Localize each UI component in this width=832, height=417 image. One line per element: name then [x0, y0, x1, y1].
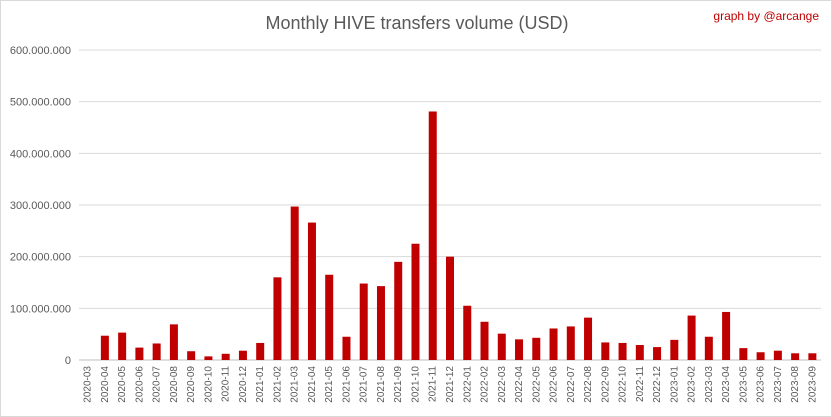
x-tick-label: 2022-09: [600, 366, 611, 403]
x-tick-label: 2020-08: [169, 366, 180, 403]
bar: [238, 350, 247, 360]
bar: [204, 356, 213, 360]
bar: [394, 261, 403, 360]
x-tick-label: 2022-07: [566, 366, 577, 403]
x-tick-label: 2023-06: [756, 366, 767, 403]
x-tick-label: 2021-01: [255, 366, 266, 403]
x-tick-label: 2020-05: [117, 366, 128, 403]
x-tick-label: 2022-02: [480, 366, 491, 403]
x-tick-label: 2020-10: [203, 366, 214, 403]
chart-title: Monthly HIVE transfers volume (USD): [265, 13, 569, 33]
bar: [307, 222, 316, 360]
x-tick-label: 2023-08: [790, 366, 801, 403]
bar: [273, 277, 282, 360]
y-tick-label: 300.000.000: [10, 200, 71, 212]
bar: [428, 111, 437, 360]
bar: [118, 332, 127, 360]
x-tick-label: 2022-11: [635, 366, 646, 402]
x-tick-label: 2021-08: [376, 366, 387, 403]
bar: [791, 353, 800, 360]
x-tick-label: 2020-06: [134, 366, 145, 403]
y-tick-label: 100.000.000: [10, 303, 71, 315]
x-tick-label: 2021-04: [307, 366, 318, 403]
bar: [135, 347, 144, 360]
x-tick-label: 2020-11: [221, 366, 232, 402]
x-tick-label: 2021-06: [341, 366, 352, 403]
x-tick-label: 2022-06: [549, 366, 560, 403]
bar: [722, 311, 731, 360]
x-tick-label: 2023-09: [807, 366, 818, 403]
bar: [808, 353, 817, 360]
bar: [704, 336, 713, 360]
bar: [342, 336, 351, 360]
x-tick-label: 2020-03: [83, 366, 94, 403]
bar: [256, 342, 265, 360]
bar: [566, 326, 575, 360]
bar: [532, 337, 541, 360]
x-tick-label: 2021-03: [290, 366, 301, 403]
bar: [515, 339, 524, 360]
bar: [549, 328, 558, 360]
bar: [446, 256, 454, 360]
y-tick-label: 0: [65, 355, 71, 367]
bar: [601, 342, 610, 360]
x-tick-label: 2022-10: [618, 366, 629, 403]
x-tick-label: 2020-09: [186, 366, 197, 403]
bar: [463, 305, 472, 360]
x-tick-label: 2022-12: [652, 366, 663, 403]
bar: [290, 206, 299, 360]
bar: [152, 343, 161, 360]
y-tick-label: 600.000.000: [10, 45, 71, 57]
bar: [670, 339, 679, 360]
x-tick-label: 2021-07: [359, 366, 370, 403]
x-tick-label: 2022-04: [514, 366, 525, 403]
bar: [756, 352, 765, 360]
x-tick-label: 2022-01: [462, 366, 473, 403]
bar: [584, 317, 593, 360]
bar: [635, 345, 644, 360]
bar: [359, 283, 368, 360]
bar: [187, 351, 196, 360]
x-tick-label: 2022-03: [497, 366, 508, 403]
y-tick-label: 400.000.000: [10, 148, 71, 160]
x-tick-label: 2023-03: [704, 366, 715, 403]
x-tick-label: 2020-04: [100, 366, 111, 403]
x-tick-label: 2020-07: [152, 366, 163, 403]
x-tick-label: 2021-02: [272, 366, 283, 403]
bar: [480, 321, 489, 360]
x-tick-label: 2023-07: [773, 366, 784, 403]
bar: [653, 347, 662, 360]
bar: [618, 342, 627, 360]
y-tick-label: 500.000.000: [10, 97, 71, 109]
chart-credit: graph by @arcange: [713, 9, 819, 23]
x-tick-label: 2021-10: [410, 366, 421, 403]
bar: [739, 348, 748, 360]
x-tick-label: 2023-04: [721, 366, 732, 403]
bar: [773, 350, 782, 360]
x-tick-label: 2021-12: [445, 366, 456, 403]
x-tick-label: 2021-09: [393, 366, 404, 403]
x-tick-label: 2023-02: [687, 366, 698, 403]
bar: [687, 315, 696, 360]
x-tick-label: 2020-12: [238, 366, 249, 403]
bar: [497, 333, 506, 360]
x-tick-label: 2023-01: [669, 366, 680, 403]
x-tick-label: 2021-05: [324, 366, 335, 403]
bar: [169, 324, 178, 360]
x-tick-label: 2022-05: [531, 366, 542, 403]
bar: [376, 286, 385, 360]
x-tick-label: 2021-11: [428, 366, 439, 402]
bar: [221, 353, 230, 360]
x-tick-label: 2022-08: [583, 366, 594, 403]
bar: [411, 243, 420, 360]
x-tick-label: 2023-05: [738, 366, 749, 403]
bar: [100, 335, 109, 360]
bar: [325, 274, 334, 360]
y-tick-label: 200.000.000: [10, 252, 71, 264]
